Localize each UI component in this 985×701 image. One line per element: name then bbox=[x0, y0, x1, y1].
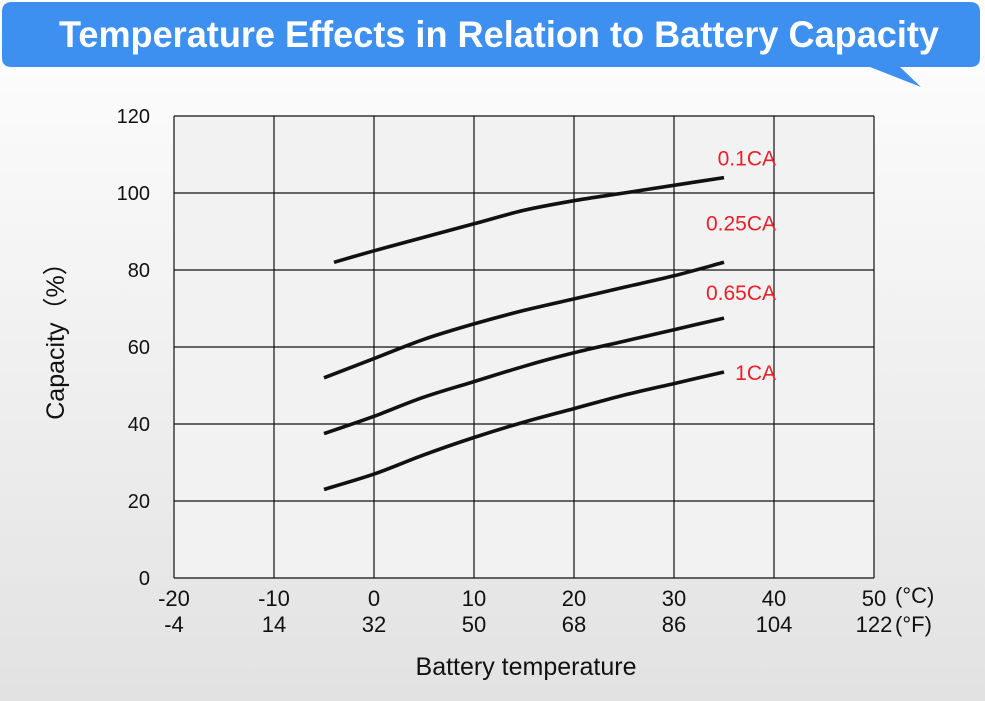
x-tick-label-celsius: -20 bbox=[158, 586, 190, 611]
y-tick-label: 120 bbox=[117, 106, 150, 128]
x-tick-label-celsius: 10 bbox=[462, 586, 486, 611]
x-tick-label-fahrenheit: 68 bbox=[562, 612, 586, 637]
x-tick-label-fahrenheit: 104 bbox=[756, 612, 793, 637]
series-line-025ca bbox=[323, 260, 725, 380]
x-tick-label-celsius: 50 bbox=[862, 586, 886, 611]
y-tick-label: 0 bbox=[139, 568, 150, 590]
series-line-01ca bbox=[333, 175, 725, 265]
series-label: 1CA bbox=[735, 362, 776, 385]
series-label: 0.1CA bbox=[718, 148, 776, 171]
x-unit-celsius: (°C) bbox=[895, 583, 934, 608]
page-title: Temperature Effects in Relation to Batte… bbox=[59, 14, 939, 55]
series-lines bbox=[323, 175, 725, 492]
series-label: 0.65CA bbox=[706, 282, 776, 305]
x-tick-label-celsius: -10 bbox=[258, 586, 290, 611]
y-tick-label: 60 bbox=[128, 337, 150, 359]
grid bbox=[173, 115, 875, 579]
series-label: 0.25CA bbox=[706, 212, 776, 235]
x-tick-label-celsius: 20 bbox=[562, 586, 586, 611]
y-tick-label: 20 bbox=[128, 491, 150, 513]
series-labels: 0.1CA 0.25CA 0.65CA 1CA bbox=[706, 148, 776, 385]
x-tick-label-fahrenheit: 122 bbox=[856, 612, 893, 637]
x-axis-title: Battery temperature bbox=[416, 653, 637, 681]
series-line-065ca bbox=[323, 316, 725, 436]
x-tick-label-fahrenheit: 32 bbox=[362, 612, 386, 637]
y-axis-title: Capacity（%） bbox=[42, 250, 70, 420]
x-tick-label-fahrenheit: 86 bbox=[662, 612, 686, 637]
x-tick-label-celsius: 40 bbox=[762, 586, 786, 611]
y-tick-label: 100 bbox=[117, 183, 150, 205]
title-bubble: Temperature Effects in Relation to Batte… bbox=[2, 2, 980, 87]
y-axis-ticks: 0 20 40 60 80 100 120 bbox=[117, 106, 150, 590]
x-tick-label-fahrenheit: -4 bbox=[164, 612, 184, 637]
x-tick-label-fahrenheit: 50 bbox=[462, 612, 486, 637]
series-line-1ca bbox=[323, 370, 725, 492]
x-unit-fahrenheit: (°F) bbox=[895, 612, 932, 637]
title-bubble-shape bbox=[2, 2, 980, 87]
x-tick-label-fahrenheit: 14 bbox=[262, 612, 286, 637]
y-tick-label: 80 bbox=[128, 260, 150, 282]
x-tick-label-celsius: 0 bbox=[368, 586, 380, 611]
y-tick-label: 40 bbox=[128, 414, 150, 436]
x-tick-label-celsius: 30 bbox=[662, 586, 686, 611]
